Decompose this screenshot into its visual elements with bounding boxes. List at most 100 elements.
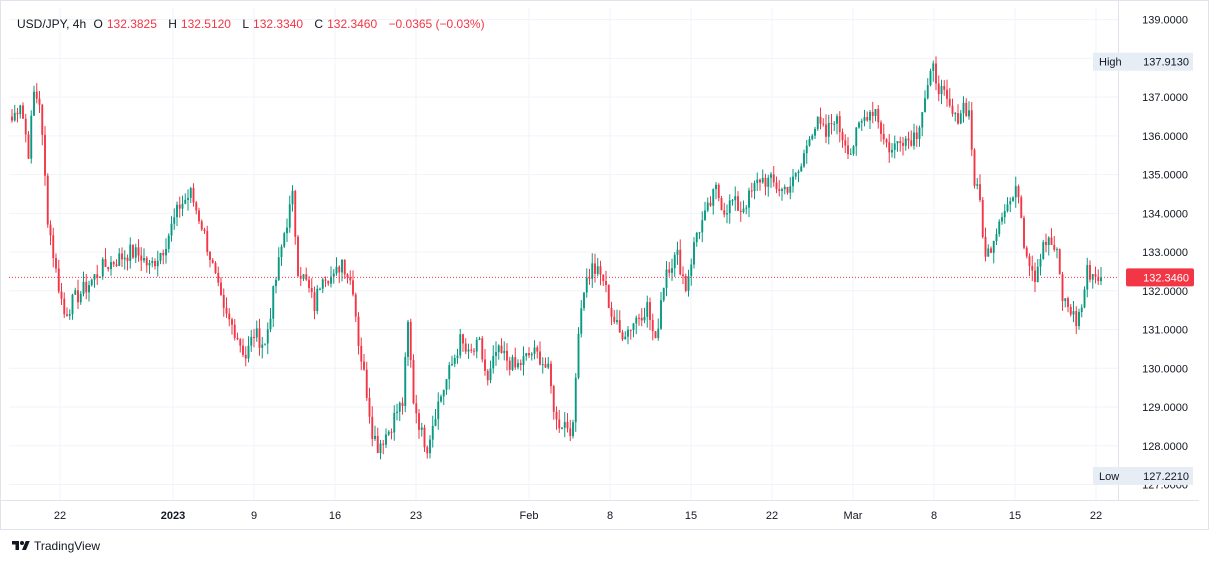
candle-body xyxy=(594,263,596,274)
candle-body xyxy=(264,343,266,345)
candle-body xyxy=(915,132,918,139)
candle-body xyxy=(970,110,973,150)
candle-body xyxy=(583,292,585,309)
candle-body xyxy=(682,274,684,276)
close-label: C xyxy=(314,17,324,31)
candle-body xyxy=(767,177,770,187)
candle-body xyxy=(748,190,750,208)
candle-body xyxy=(844,140,847,146)
candle-body xyxy=(863,117,866,121)
candle-body xyxy=(896,141,899,144)
candle-body xyxy=(13,112,16,121)
candle-body xyxy=(739,210,742,213)
candle-body xyxy=(173,217,176,224)
candle-body xyxy=(698,232,701,234)
candle-body xyxy=(360,345,363,362)
candle-body xyxy=(693,242,695,265)
candle-body xyxy=(55,257,57,269)
candle-body xyxy=(1078,312,1080,327)
candle-body xyxy=(833,123,836,125)
candle-body xyxy=(803,153,805,167)
candle-body xyxy=(154,261,156,267)
candle-body xyxy=(1014,186,1017,198)
candle-body xyxy=(437,401,440,420)
candle-body xyxy=(255,328,258,338)
candle-body xyxy=(1069,306,1072,315)
candle-body xyxy=(1012,197,1014,202)
high-marker-value: 137.9130 xyxy=(1143,57,1189,69)
candle-body xyxy=(858,122,860,128)
candle-body xyxy=(420,427,423,430)
candle-body xyxy=(176,204,178,218)
candle-body xyxy=(690,264,693,277)
candle-body xyxy=(1023,217,1025,248)
candle-body xyxy=(500,345,503,354)
candle-body xyxy=(258,328,261,348)
candle-body xyxy=(965,102,968,117)
candle-body xyxy=(643,316,646,321)
candle-body xyxy=(621,332,624,340)
candle-body xyxy=(143,258,145,261)
candle-body xyxy=(731,200,734,202)
candle-body xyxy=(302,274,305,279)
candle-body xyxy=(866,117,869,121)
candle-body xyxy=(745,207,748,209)
candle-body xyxy=(819,116,822,124)
candle-body xyxy=(225,307,228,314)
candle-body xyxy=(893,143,896,150)
candle-body xyxy=(462,334,464,344)
candle-body xyxy=(726,213,728,215)
candle-body xyxy=(266,329,269,344)
candle-body xyxy=(434,419,437,426)
candle-body xyxy=(838,116,841,133)
candle-body xyxy=(272,286,275,319)
candle-body xyxy=(580,308,583,334)
candle-body xyxy=(1025,247,1028,257)
candle-body xyxy=(701,220,704,233)
candle-body xyxy=(613,316,616,322)
x-tick-label: 15 xyxy=(1009,510,1021,522)
branding[interactable]: TradingView xyxy=(11,539,100,553)
candle-body xyxy=(277,257,280,280)
x-tick-label: 22 xyxy=(54,510,66,522)
candle-body xyxy=(82,281,85,294)
candle-body xyxy=(151,261,154,264)
candle-body xyxy=(687,276,690,291)
candle-body xyxy=(712,189,715,206)
candle-body xyxy=(343,259,346,275)
candle-body xyxy=(792,176,794,187)
candle-body xyxy=(167,235,170,249)
candle-body xyxy=(522,356,525,366)
x-tick-label: Feb xyxy=(520,510,539,522)
candle-body xyxy=(849,153,852,155)
candle-body xyxy=(233,324,236,338)
candle-body xyxy=(959,113,962,124)
candle-body xyxy=(610,308,613,317)
candle-body xyxy=(385,434,387,445)
ohlc-legend: USD/JPY, 4h O 132.3825 H 132.5120 L 132.334… xyxy=(17,17,489,31)
candle-body xyxy=(492,355,495,369)
candle-body xyxy=(489,368,492,381)
candle-body xyxy=(995,234,998,242)
candle-body xyxy=(1086,265,1089,290)
candle-body xyxy=(720,198,723,211)
candle-body xyxy=(1061,274,1064,302)
candle-body xyxy=(288,204,291,228)
candle-body xyxy=(239,339,242,346)
candle-body xyxy=(811,135,814,140)
candle-body xyxy=(1089,265,1091,280)
candle-body xyxy=(118,253,121,266)
candle-body xyxy=(946,89,948,99)
candle-body xyxy=(797,171,800,173)
candle-body xyxy=(907,138,910,141)
candle-body xyxy=(27,134,30,159)
candle-body xyxy=(187,197,189,200)
candle-body xyxy=(550,363,552,387)
symbol-label: USD/JPY, 4h xyxy=(17,17,87,31)
candle-body xyxy=(231,319,233,325)
candle-body xyxy=(536,347,539,352)
candle-body xyxy=(539,351,541,365)
candle-body xyxy=(189,188,192,198)
